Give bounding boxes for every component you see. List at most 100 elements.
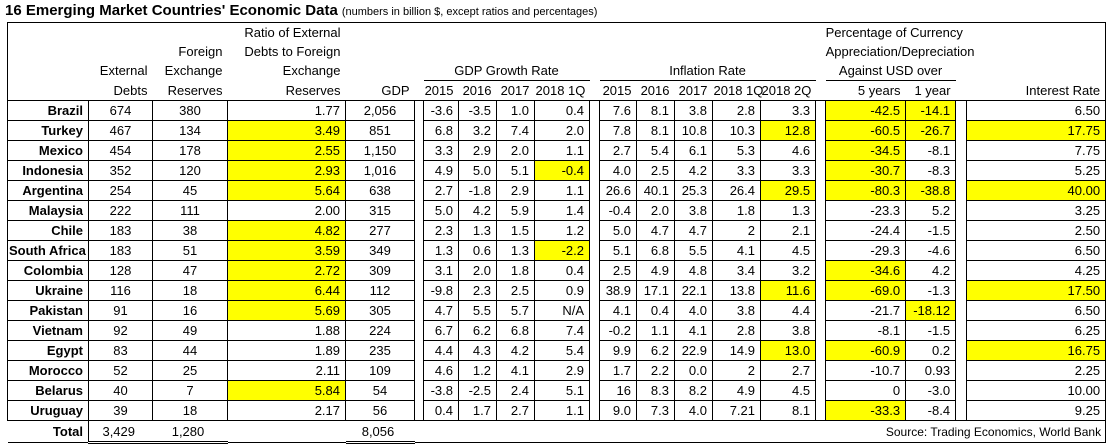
cell-ratio: 5.64 [227, 180, 346, 201]
cell-ext: 40 [88, 380, 153, 401]
section-divider [815, 220, 827, 241]
cell-fx: 178 [152, 140, 228, 161]
cell-growth-1: -1.8 [458, 180, 497, 201]
col-header-inflation-2016: 2016 [636, 80, 675, 101]
cell-currency-1: 0.2 [905, 340, 957, 361]
cell-ext: 52 [88, 360, 153, 381]
cell-growth-0: -3.6 [423, 100, 459, 121]
cell-currency-1: -8.1 [905, 140, 957, 161]
col-header-growth-2015: 2015 [423, 80, 459, 101]
cell-growth-1: 3.2 [458, 120, 497, 141]
col-header-ext-line1: External [99, 63, 148, 79]
cell-growth-2: 2.0 [496, 140, 535, 161]
cell-interest: 5.25 [966, 160, 1107, 181]
section-divider [815, 200, 827, 221]
section-divider [815, 300, 827, 321]
cell-gdp: 277 [345, 220, 415, 241]
cell-fx: 111 [152, 200, 228, 221]
header-row-4: Debts Reserves Reserves GDP 2015 2016 20… [7, 80, 1107, 101]
cell-growth-0: 6.8 [423, 120, 459, 141]
table-row: Mexico 454 178 2.55 1,150 3.3 2.9 2.0 1.1 2.7 5.4 6… [7, 140, 1107, 161]
cell-growth-3: N/A [534, 300, 590, 321]
section-divider [955, 400, 968, 421]
cell-inflation-2: 4.0 [674, 300, 713, 321]
section-divider [414, 380, 424, 401]
cell-growth-0: -3.8 [423, 380, 459, 401]
cell-growth-0: 4.6 [423, 360, 459, 381]
cell-gdp: 1,150 [345, 140, 415, 161]
cell-growth-3: 0.4 [534, 260, 590, 281]
cell-currency-1: 5.2 [905, 200, 957, 221]
cell-fx: 120 [152, 160, 228, 181]
cell-country: Colombia [7, 260, 89, 281]
cell-inflation-0: 5.1 [599, 240, 637, 261]
cell-gdp: 1,016 [345, 160, 415, 181]
table-row: Argentina 254 45 5.64 638 2.7 -1.8 2.9 1.1 26.6 40… [7, 180, 1107, 201]
total-row: Total 3,429 1,280 8,056 Source: Trading … [7, 420, 1107, 444]
cell-inflation-1: 7.3 [636, 400, 675, 421]
cell-interest: 10.00 [966, 380, 1107, 401]
cell-country: Argentina [7, 180, 89, 201]
col-header-inflation-2018-2q: 2018 2Q [760, 80, 816, 101]
cell-country: Chile [7, 220, 89, 241]
cell-inflation-4: 3.8 [759, 320, 817, 341]
cell-gdp: 56 [345, 400, 415, 421]
cell-inflation-4: 29.5 [759, 180, 817, 201]
table-row: Uruguay 39 18 2.17 56 0.4 1.7 2.7 1.1 9.0 7.3 4.0 7.… [7, 400, 1107, 421]
table-footer: Total 3,429 1,280 8,056 Source: Trading … [7, 420, 1107, 444]
cell-ext: 116 [88, 280, 153, 301]
col-header-growth-2016: 2016 [458, 80, 497, 101]
cell-inflation-2: 3.8 [674, 100, 713, 121]
cell-inflation-1: 17.1 [636, 280, 675, 301]
cell-inflation-0: 5.0 [599, 220, 637, 241]
cell-inflation-0: 4.0 [599, 160, 637, 181]
section-divider [589, 360, 600, 381]
cell-inflation-4: 4.5 [759, 240, 817, 261]
cell-currency-1: 4.2 [905, 260, 957, 281]
section-divider [414, 240, 424, 261]
cell-currency-1: -14.1 [905, 100, 957, 121]
cell-country: Ukraine [7, 280, 89, 301]
cell-gdp: 309 [345, 260, 415, 281]
cell-inflation-3: 13.8 [712, 280, 761, 301]
cell-growth-0: 4.4 [423, 340, 459, 361]
cell-country: Indonesia [7, 160, 89, 181]
cell-growth-0: 1.3 [423, 240, 459, 261]
cell-inflation-2: 4.7 [674, 220, 713, 241]
cell-growth-2: 2.4 [496, 380, 535, 401]
cell-inflation-2: 8.2 [674, 380, 713, 401]
section-divider [414, 300, 424, 321]
cell-inflation-1: 0.4 [636, 300, 675, 321]
cell-growth-3: 7.4 [534, 320, 590, 341]
cell-ratio: 2.93 [227, 160, 346, 181]
section-divider [414, 400, 424, 421]
cell-inflation-3: 7.21 [712, 400, 761, 421]
col-group-gdp-growth: GDP Growth Rate [423, 61, 590, 81]
cell-growth-1: 0.6 [458, 240, 497, 261]
cell-ext: 467 [88, 120, 153, 141]
cell-inflation-4: 8.1 [759, 400, 817, 421]
section-divider [955, 220, 968, 241]
total-label: Total [7, 420, 89, 443]
cell-interest: 6.25 [966, 320, 1107, 341]
cell-ext: 352 [88, 160, 153, 181]
cell-inflation-1: 1.1 [636, 320, 675, 341]
cell-inflation-1: 6.2 [636, 340, 675, 361]
cell-growth-1: 5.0 [458, 160, 497, 181]
page-title: 16 Emerging Market Countries' Economic D… [0, 0, 1110, 22]
cell-fx: 45 [152, 180, 228, 201]
section-divider [815, 160, 827, 181]
cell-growth-0: 5.0 [423, 200, 459, 221]
cell-ratio: 4.82 [227, 220, 346, 241]
cell-inflation-3: 4.9 [712, 380, 761, 401]
cell-interest: 2.50 [966, 220, 1107, 241]
cell-growth-3: 2.0 [534, 120, 590, 141]
cell-ratio: 6.44 [227, 280, 346, 301]
section-divider [955, 140, 968, 161]
cell-inflation-4: 3.2 [759, 260, 817, 281]
cell-currency-1: -8.4 [905, 400, 957, 421]
cell-growth-0: 3.3 [423, 140, 459, 161]
cell-growth-2: 2.9 [496, 180, 535, 201]
cell-inflation-1: 2.0 [636, 200, 675, 221]
cell-growth-1: 5.5 [458, 300, 497, 321]
